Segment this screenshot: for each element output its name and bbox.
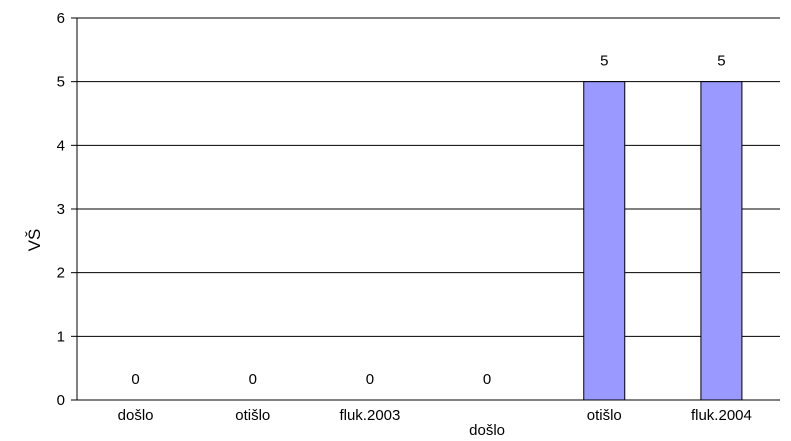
bar — [700, 81, 743, 401]
y-axis-label: VŠ — [25, 229, 44, 252]
data-label: 5 — [717, 53, 725, 70]
y-tick-label: 5 — [57, 74, 65, 91]
category-label: fluk.2003 — [339, 407, 400, 424]
category-label: otišlo — [235, 407, 270, 424]
y-tick-label: 1 — [57, 328, 65, 345]
y-tick-label: 3 — [57, 201, 65, 218]
category-label: fluk.2004 — [691, 407, 752, 424]
data-label: 0 — [483, 371, 491, 388]
y-tick-label: 4 — [57, 137, 65, 154]
y-tick-label: 0 — [57, 392, 65, 409]
y-tick-labels: 0 1 2 3 4 5 6 — [57, 10, 65, 409]
data-label: 0 — [366, 371, 374, 388]
category-label: otišlo — [587, 407, 622, 424]
bar — [583, 81, 626, 401]
data-label: 5 — [600, 53, 608, 70]
bars — [583, 81, 743, 401]
data-label: 0 — [249, 371, 257, 388]
category-labels: došlo otišlo fluk.2003 došlo otišlo fluk.2004 — [118, 407, 752, 439]
y-tick-label: 6 — [57, 10, 65, 27]
gridlines — [77, 17, 780, 337]
data-labels: 0 0 0 0 5 5 — [131, 53, 725, 388]
data-label: 0 — [131, 371, 139, 388]
axes — [71, 17, 780, 401]
category-label: došlo — [118, 407, 154, 424]
y-tick-label: 2 — [57, 265, 65, 282]
category-label: došlo — [469, 422, 505, 439]
